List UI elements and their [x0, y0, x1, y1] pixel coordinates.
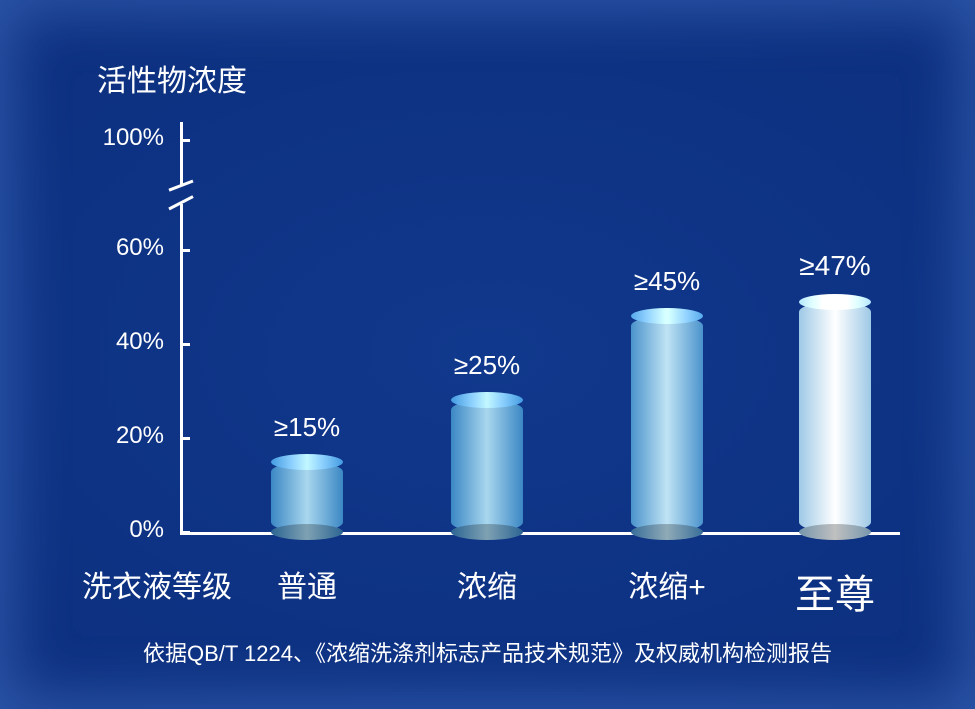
- y-axis-lower: [180, 204, 183, 532]
- category-label: 浓缩: [397, 562, 577, 606]
- y-tick-label: 0%: [129, 516, 164, 544]
- category-label: 至尊: [745, 562, 925, 620]
- y-tick-mark: [180, 343, 190, 346]
- y-tick-mark: [180, 249, 190, 252]
- bar: [799, 302, 871, 532]
- bar: [451, 400, 523, 532]
- chart-title: 活性物浓度: [97, 56, 247, 100]
- category-label: 浓缩+: [577, 562, 757, 606]
- y-tick-mark: [180, 437, 190, 440]
- category-label: 普通: [217, 562, 397, 606]
- chart-canvas: 活性物浓度 0% 20% 40% 60% 100% ≥15% ≥25% ≥45% ≥47% 洗…: [0, 0, 975, 709]
- bar: [271, 462, 343, 533]
- y-tick-label: 40%: [116, 328, 164, 356]
- bar-value-label: ≥47%: [775, 250, 895, 282]
- bar: [631, 316, 703, 532]
- chart-caption: 依据QB/T 1224、《浓缩洗涤剂标志产品技术规范》及权威机构检测报告: [0, 636, 975, 668]
- y-tick-label: 100%: [103, 124, 164, 152]
- y-tick-mark: [180, 531, 190, 534]
- bar-value-label: ≥25%: [427, 350, 547, 381]
- category-row-title: 洗衣液等级: [82, 562, 232, 606]
- y-tick-label: 60%: [116, 234, 164, 262]
- bar-value-label: ≥15%: [247, 412, 367, 443]
- y-tick-label: 20%: [116, 422, 164, 450]
- y-axis-upper: [180, 122, 183, 186]
- y-tick-mark: [180, 139, 190, 142]
- axis-break-mark: [167, 179, 219, 211]
- bar-value-label: ≥45%: [607, 266, 727, 297]
